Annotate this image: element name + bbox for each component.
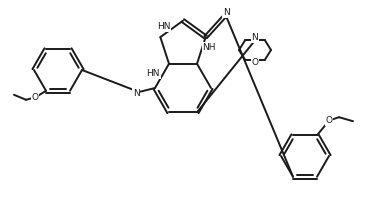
- Text: N: N: [133, 89, 140, 97]
- Text: O: O: [252, 58, 258, 67]
- Text: HN: HN: [157, 22, 170, 31]
- Text: N: N: [223, 8, 230, 17]
- Text: N: N: [252, 33, 258, 42]
- Text: NH: NH: [202, 43, 216, 52]
- Text: HN: HN: [146, 69, 160, 78]
- Text: O: O: [326, 116, 333, 125]
- Text: O: O: [32, 93, 39, 102]
